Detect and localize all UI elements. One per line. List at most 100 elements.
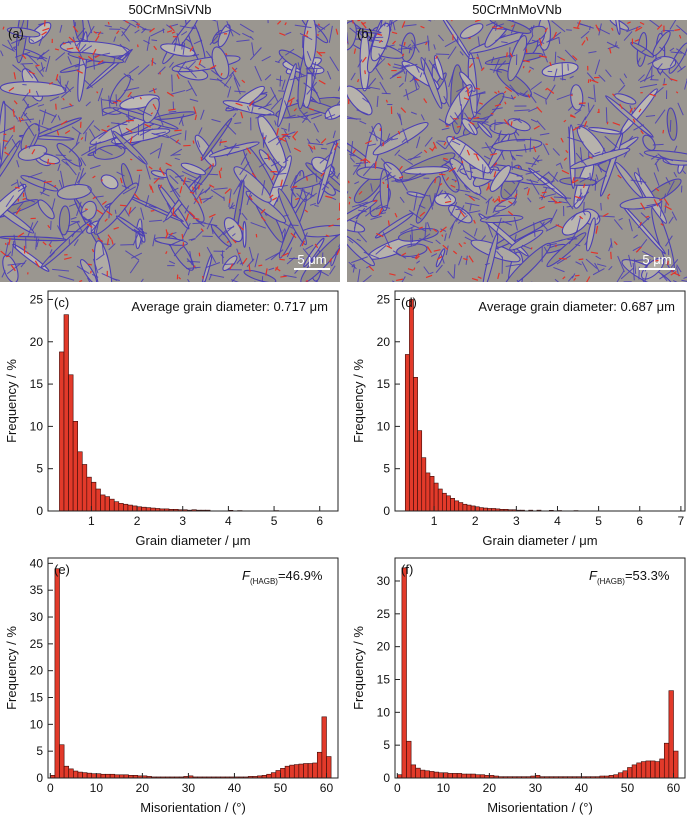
low-angle-boundary (92, 175, 96, 179)
y-tick-label: 0 (36, 771, 43, 785)
grain-boundary (88, 146, 91, 153)
grain-boundary (594, 262, 600, 272)
low-angle-boundary (317, 23, 321, 26)
grain-boundary (407, 156, 421, 161)
grain-boundary (354, 181, 360, 185)
grain-boundary (174, 42, 185, 47)
grain-boundary (483, 155, 491, 160)
low-angle-boundary (360, 159, 366, 162)
grain-boundary (537, 171, 550, 182)
grain-boundary (277, 56, 284, 63)
grain-boundary (444, 190, 452, 201)
grain-boundary (190, 238, 196, 241)
low-angle-boundary (15, 186, 20, 189)
low-angle-boundary (513, 96, 516, 99)
grain-boundary (491, 56, 495, 64)
low-angle-boundary (357, 78, 360, 83)
low-angle-boundary (445, 177, 450, 181)
grain-boundary (227, 86, 232, 98)
grain-boundary (592, 268, 605, 276)
grain-boundary (560, 163, 563, 169)
grain-boundary (633, 124, 645, 131)
grain-boundary (437, 140, 446, 142)
low-angle-boundary (53, 185, 57, 188)
grain-boundary (408, 46, 411, 54)
grain-boundary (224, 263, 236, 266)
micrograph-b-image (347, 20, 687, 282)
grain-boundary (100, 97, 104, 115)
grain-boundary (362, 97, 370, 104)
low-angle-boundary (189, 191, 195, 195)
low-angle-boundary (219, 140, 227, 144)
grain-boundary (67, 220, 80, 227)
grain-boundary (600, 202, 602, 211)
grain-boundary (408, 209, 422, 220)
grain-boundary (110, 129, 117, 147)
grain-boundary (184, 205, 190, 214)
grain-boundary (192, 222, 206, 225)
grain-boundary (35, 66, 44, 77)
grain-boundary (43, 152, 53, 156)
low-angle-boundary (627, 21, 631, 24)
low-angle-boundary (151, 57, 154, 66)
low-angle-boundary (451, 20, 453, 22)
x-tick-label: 60 (667, 781, 681, 795)
low-angle-boundary (87, 55, 94, 61)
low-angle-boundary (119, 204, 127, 207)
low-angle-boundary (452, 250, 458, 255)
hagb-subscript: (HAGB) (250, 577, 278, 586)
histogram-bar (650, 760, 656, 779)
low-angle-boundary (55, 103, 57, 110)
grain-boundary (199, 197, 212, 201)
grain-boundary (281, 228, 286, 235)
panel-label: (e) (54, 562, 70, 577)
low-angle-boundary (538, 37, 543, 46)
x-axis-label: Misorientation / (°) (487, 800, 593, 815)
low-angle-boundary (231, 67, 237, 73)
grain-boundary (399, 196, 405, 204)
low-angle-boundary (662, 129, 665, 134)
grain-boundary (498, 133, 501, 142)
grain-boundary (327, 108, 333, 120)
low-angle-boundary (229, 263, 234, 270)
grain-boundary (476, 92, 481, 108)
grain-boundary (418, 204, 426, 209)
grain-boundary (111, 122, 128, 126)
grain-boundary (261, 55, 271, 62)
grain-boundary (637, 167, 642, 185)
low-angle-boundary (22, 197, 27, 201)
grain-boundary (489, 68, 502, 73)
low-angle-boundary (139, 96, 142, 100)
grain-boundary (422, 194, 430, 197)
grain-boundary (140, 278, 144, 282)
low-angle-boundary (571, 176, 575, 184)
grain-boundary (598, 23, 602, 36)
low-angle-boundary (635, 246, 642, 253)
grain-boundary (61, 159, 69, 166)
grain-boundary (467, 210, 481, 214)
low-angle-boundary (194, 65, 200, 70)
grain-boundary (151, 132, 169, 139)
grain-boundary (152, 234, 156, 247)
grain-boundary (384, 175, 396, 181)
histogram-bar (100, 773, 106, 779)
y-tick-label: 25 (30, 292, 44, 306)
grain-boundary (285, 31, 292, 35)
grain-boundary (427, 222, 431, 232)
grain-boundary (546, 243, 557, 247)
low-angle-boundary (670, 270, 677, 276)
grain-boundary (283, 274, 297, 278)
grain-boundary (35, 236, 38, 250)
grain-boundary (529, 66, 535, 70)
histogram-bar (284, 765, 290, 779)
grain-boundary (681, 279, 687, 282)
grain-boundary (59, 24, 63, 33)
grain-boundary (531, 154, 540, 168)
grain-boundary (545, 99, 547, 105)
grain-boundary (296, 192, 306, 203)
grain-boundary (670, 258, 679, 268)
grain-boundary (524, 144, 527, 153)
low-angle-boundary (577, 20, 582, 28)
grain-boundary (101, 272, 118, 281)
low-angle-boundary (360, 21, 367, 29)
